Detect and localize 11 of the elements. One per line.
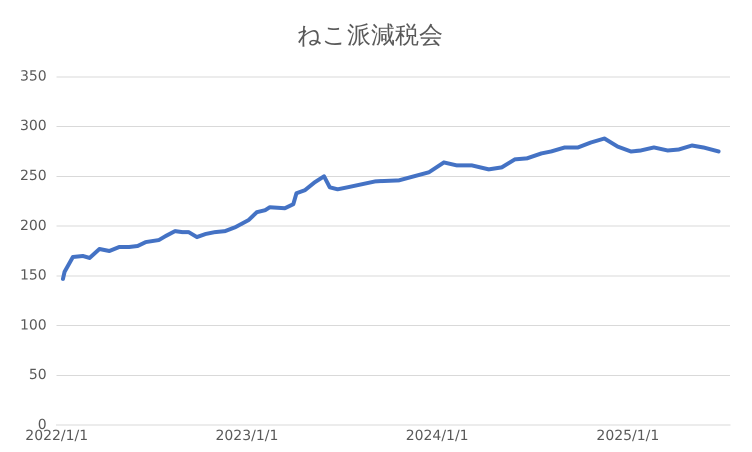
y-tick-label: 300 [20, 118, 47, 134]
y-tick-label: 250 [20, 168, 47, 184]
chart-title: ねこ派減税会 [297, 22, 443, 50]
x-tick-label: 2025/1/1 [596, 428, 660, 444]
y-tick-label: 200 [20, 218, 47, 234]
y-tick-label: 350 [20, 68, 47, 84]
x-tick-label: 2024/1/1 [406, 428, 469, 444]
y-tick-label: 150 [20, 268, 47, 284]
y-tick-label: 50 [28, 367, 47, 384]
x-tick-label: 2023/1/1 [215, 428, 278, 444]
y-tick-label: 100 [20, 317, 47, 334]
